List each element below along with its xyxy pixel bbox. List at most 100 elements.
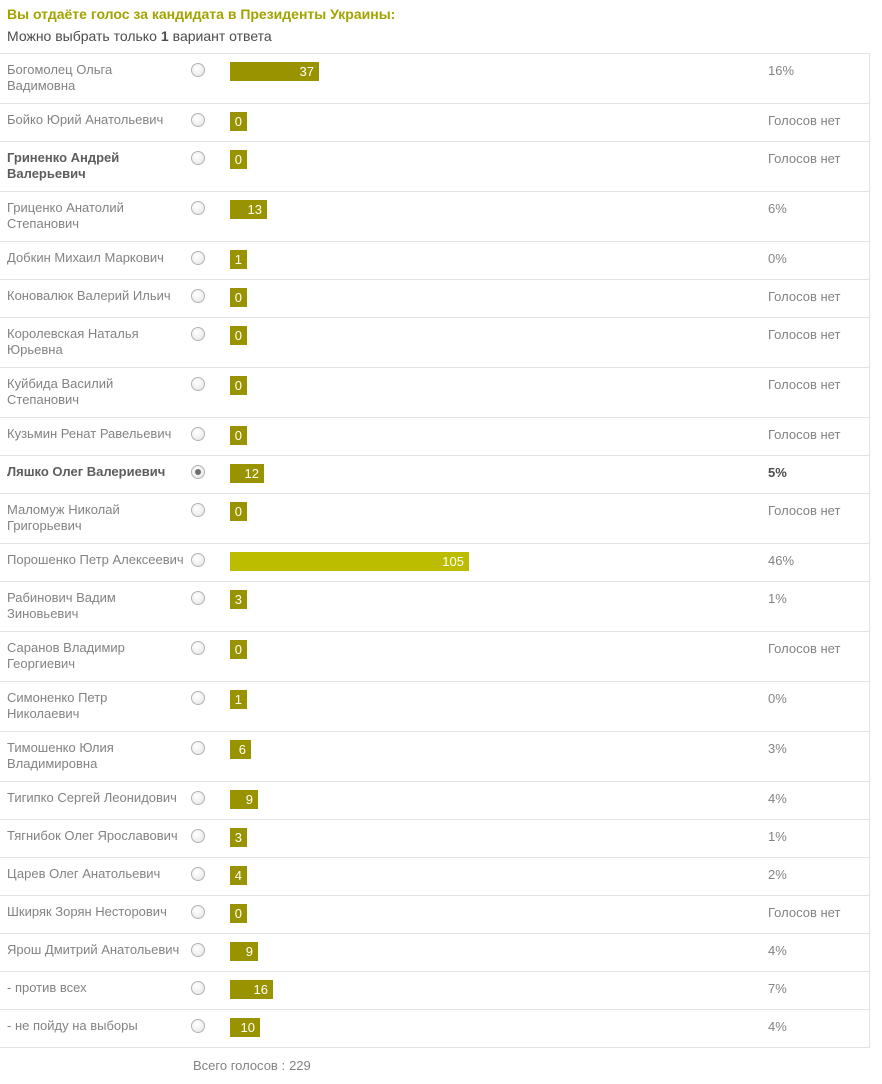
vote-percent: 1% bbox=[768, 591, 787, 606]
bar-cell: 9 bbox=[230, 942, 768, 961]
candidate-name: Рабинович Вадим Зиновьевич bbox=[7, 590, 116, 621]
radio-cell bbox=[185, 590, 230, 610]
candidate-name: Саранов Владимир Георгиевич bbox=[7, 640, 125, 671]
radio-cell bbox=[185, 552, 230, 572]
vote-bar: 0 bbox=[230, 904, 247, 923]
option-radio-button[interactable] bbox=[191, 905, 205, 919]
option-radio-button[interactable] bbox=[191, 465, 205, 479]
poll-option-row: Добкин Михаил Маркович 1 0% bbox=[0, 242, 869, 280]
vote-bar: 0 bbox=[230, 426, 247, 445]
vote-bar: 3 bbox=[230, 590, 247, 609]
option-radio-button[interactable] bbox=[191, 553, 205, 567]
option-radio-button[interactable] bbox=[191, 1019, 205, 1033]
bar-cell: 0 bbox=[230, 376, 768, 395]
vote-percent: 0% bbox=[768, 251, 787, 266]
vote-count: 9 bbox=[245, 792, 253, 807]
option-radio-button[interactable] bbox=[191, 741, 205, 755]
option-radio-button[interactable] bbox=[191, 791, 205, 805]
vote-count: 3 bbox=[234, 592, 242, 607]
vote-bar: 1 bbox=[230, 690, 247, 709]
vote-bar: 0 bbox=[230, 640, 247, 659]
candidate-name: Кузьмин Ренат Равельевич bbox=[7, 426, 172, 441]
option-radio-button[interactable] bbox=[191, 943, 205, 957]
total-votes-label: Всего голосов : bbox=[193, 1058, 286, 1073]
option-radio-button[interactable] bbox=[191, 289, 205, 303]
vote-percent: 4% bbox=[768, 791, 787, 806]
candidate-name: Богомолец Ольга Вадимовна bbox=[7, 62, 113, 93]
vote-percent: Голосов нет bbox=[768, 289, 841, 304]
radio-cell bbox=[185, 690, 230, 710]
candidate-name: Добкин Михаил Маркович bbox=[7, 250, 164, 265]
vote-bar: 4 bbox=[230, 866, 247, 885]
option-radio-button[interactable] bbox=[191, 251, 205, 265]
vote-percent: 0% bbox=[768, 691, 787, 706]
vote-count: 16 bbox=[253, 982, 268, 997]
radio-cell bbox=[185, 828, 230, 848]
candidate-name: - против всех bbox=[7, 980, 87, 995]
vote-count: 0 bbox=[234, 906, 242, 921]
bar-cell: 0 bbox=[230, 326, 768, 345]
total-votes-value: 229 bbox=[289, 1058, 311, 1073]
bar-cell: 0 bbox=[230, 904, 768, 923]
vote-count: 13 bbox=[247, 202, 262, 217]
option-radio-button[interactable] bbox=[191, 327, 205, 341]
radio-cell bbox=[185, 502, 230, 522]
option-radio-button[interactable] bbox=[191, 641, 205, 655]
option-radio-button[interactable] bbox=[191, 691, 205, 705]
option-radio-button[interactable] bbox=[191, 981, 205, 995]
bar-cell: 9 bbox=[230, 790, 768, 809]
candidate-name: Королевская Наталья Юрьевна bbox=[7, 326, 139, 357]
poll-option-row: - против всех 16 7% bbox=[0, 972, 869, 1010]
bar-cell: 0 bbox=[230, 112, 768, 131]
option-radio-button[interactable] bbox=[191, 867, 205, 881]
vote-percent: 7% bbox=[768, 981, 787, 996]
poll-subtitle: Можно выбрать только 1 вариант ответа bbox=[7, 27, 882, 45]
vote-bar: 0 bbox=[230, 502, 247, 521]
candidate-name: Бойко Юрий Анатольевич bbox=[7, 112, 164, 127]
option-radio-button[interactable] bbox=[191, 201, 205, 215]
option-radio-button[interactable] bbox=[191, 151, 205, 165]
candidate-name: Ярош Дмитрий Анатольевич bbox=[7, 942, 180, 957]
option-radio-button[interactable] bbox=[191, 829, 205, 843]
poll-option-row: Порошенко Петр Алексеевич 105 46% bbox=[0, 544, 869, 582]
bar-cell: 6 bbox=[230, 740, 768, 759]
option-radio-button[interactable] bbox=[191, 503, 205, 517]
bar-cell: 105 bbox=[230, 552, 768, 571]
radio-cell bbox=[185, 326, 230, 346]
candidate-name: Куйбида Василий Степанович bbox=[7, 376, 114, 407]
subtitle-suffix: вариант ответа bbox=[172, 28, 272, 44]
radio-cell bbox=[185, 980, 230, 1000]
radio-cell bbox=[185, 942, 230, 962]
vote-percent: Голосов нет bbox=[768, 327, 841, 342]
vote-count: 0 bbox=[234, 290, 242, 305]
candidate-name: Коновалюк Валерий Ильич bbox=[7, 288, 171, 303]
radio-cell bbox=[185, 740, 230, 760]
candidate-name: Шкиряк Зорян Несторович bbox=[7, 904, 167, 919]
option-radio-button[interactable] bbox=[191, 63, 205, 77]
candidate-name: Маломуж Николай Григорьевич bbox=[7, 502, 120, 533]
poll-option-row: Тимошенко Юлия Владимировна 6 3% bbox=[0, 732, 869, 782]
vote-count: 0 bbox=[234, 328, 242, 343]
vote-percent: 4% bbox=[768, 1019, 787, 1034]
vote-count: 0 bbox=[234, 642, 242, 657]
option-radio-button[interactable] bbox=[191, 591, 205, 605]
bar-cell: 10 bbox=[230, 1018, 768, 1037]
radio-cell bbox=[185, 904, 230, 924]
bar-cell: 0 bbox=[230, 426, 768, 445]
poll-option-row: Саранов Владимир Георгиевич 0 Голосов не… bbox=[0, 632, 869, 682]
option-radio-button[interactable] bbox=[191, 113, 205, 127]
bar-cell: 0 bbox=[230, 502, 768, 521]
vote-percent: 3% bbox=[768, 741, 787, 756]
option-radio-button[interactable] bbox=[191, 427, 205, 441]
bar-cell: 0 bbox=[230, 288, 768, 307]
bar-cell: 1 bbox=[230, 250, 768, 269]
option-radio-button[interactable] bbox=[191, 377, 205, 391]
vote-bar: 0 bbox=[230, 112, 247, 131]
vote-count: 3 bbox=[234, 830, 242, 845]
vote-count: 9 bbox=[245, 944, 253, 959]
poll-header: Вы отдаёте голос за кандидата в Президен… bbox=[0, 0, 882, 53]
vote-count: 0 bbox=[234, 152, 242, 167]
poll-option-row: Рабинович Вадим Зиновьевич 3 1% bbox=[0, 582, 869, 632]
vote-count: 6 bbox=[238, 742, 246, 757]
candidate-name: Гриценко Анатолий Степанович bbox=[7, 200, 124, 231]
